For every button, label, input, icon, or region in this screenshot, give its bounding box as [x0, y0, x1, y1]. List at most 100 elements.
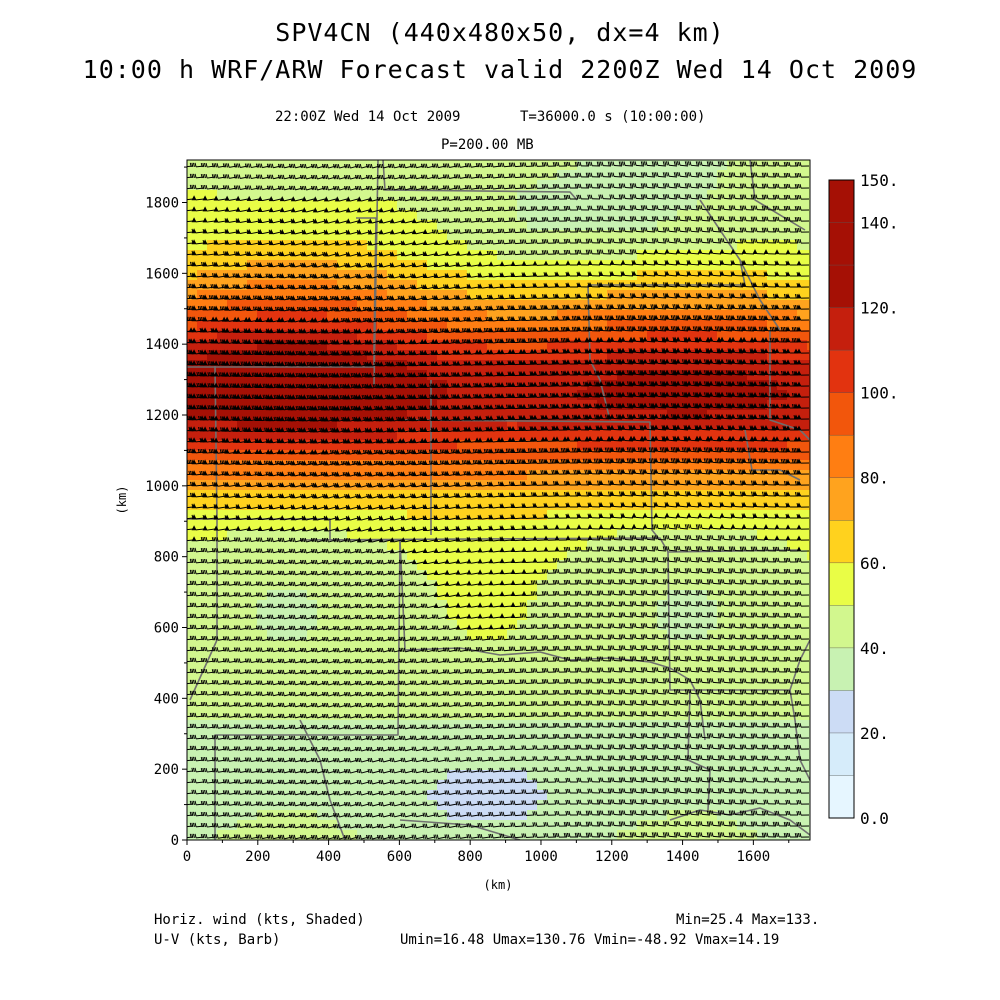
field-cell — [187, 740, 198, 751]
field-cell — [797, 530, 808, 541]
field-cell — [367, 360, 378, 371]
field-cell — [707, 660, 718, 671]
field-cell — [527, 180, 538, 191]
field-cell — [667, 310, 678, 321]
field-cell — [407, 630, 418, 641]
field-cell — [807, 720, 810, 731]
field-cell — [397, 310, 408, 321]
field-cell — [267, 530, 278, 541]
field-cell — [567, 460, 578, 471]
field-cell — [717, 540, 728, 551]
field-cell — [447, 830, 458, 840]
field-cell — [537, 680, 548, 691]
field-cell — [447, 570, 458, 581]
field-cell — [427, 670, 438, 681]
field-cell — [597, 660, 608, 671]
field-cell — [797, 320, 808, 331]
field-cell — [657, 770, 668, 781]
field-cell — [807, 610, 810, 621]
field-cell — [747, 680, 758, 691]
field-cell — [417, 540, 428, 551]
field-cell — [457, 320, 468, 331]
field-cell — [477, 340, 488, 351]
field-cell — [187, 560, 198, 571]
field-cell — [547, 770, 558, 781]
field-cell — [407, 410, 418, 421]
field-cell — [367, 310, 378, 321]
field-cell — [517, 470, 528, 481]
field-cell — [487, 790, 498, 801]
field-cell — [347, 400, 358, 411]
field-cell — [267, 690, 278, 701]
field-cell — [387, 460, 398, 471]
field-cell — [637, 330, 648, 341]
field-cell — [447, 610, 458, 621]
field-cell — [377, 680, 388, 691]
field-cell — [667, 790, 678, 801]
field-cell — [777, 320, 788, 331]
field-cell — [347, 270, 358, 281]
field-cell — [487, 450, 498, 461]
field-cell — [307, 530, 318, 541]
field-cell — [307, 720, 318, 731]
field-cell — [597, 600, 608, 611]
field-cell — [767, 420, 778, 431]
field-cell — [667, 810, 678, 821]
field-cell — [307, 830, 318, 840]
field-cell — [507, 790, 518, 801]
field-cell — [257, 820, 268, 831]
field-cell — [217, 340, 228, 351]
field-cell — [507, 290, 518, 301]
field-cell — [727, 580, 738, 591]
field-cell — [797, 390, 808, 401]
field-cell — [537, 280, 548, 291]
field-cell — [807, 250, 810, 261]
field-cell — [437, 600, 448, 611]
field-cell — [687, 500, 698, 511]
field-cell — [597, 200, 608, 211]
field-cell — [327, 410, 338, 421]
field-cell — [447, 340, 458, 351]
field-cell — [777, 500, 788, 511]
field-cell — [467, 510, 478, 521]
field-cell — [567, 580, 578, 591]
field-cell — [697, 790, 708, 801]
field-cell — [597, 410, 608, 421]
field-cell — [427, 160, 438, 171]
field-cell — [457, 770, 468, 781]
field-cell — [297, 220, 308, 231]
field-cell — [527, 470, 538, 481]
field-cell — [567, 520, 578, 531]
field-cell — [767, 820, 778, 831]
field-cell — [277, 610, 288, 621]
field-cell — [627, 450, 638, 461]
field-cell — [457, 350, 468, 361]
field-cell — [787, 280, 798, 291]
field-cell — [527, 540, 538, 551]
field-cell — [247, 350, 258, 361]
field-cell — [467, 540, 478, 551]
field-cell — [327, 400, 338, 411]
field-cell — [807, 500, 810, 511]
field-cell — [437, 680, 448, 691]
field-cell — [267, 420, 278, 431]
field-cell — [537, 490, 548, 501]
field-cell — [507, 190, 518, 201]
field-cell — [537, 500, 548, 511]
field-cell — [427, 680, 438, 691]
field-cell — [377, 810, 388, 821]
field-cell — [537, 360, 548, 371]
field-cell — [657, 250, 668, 261]
field-cell — [337, 770, 348, 781]
field-cell — [357, 260, 368, 271]
field-cell — [487, 410, 498, 421]
field-cell — [227, 480, 238, 491]
field-cell — [507, 410, 518, 421]
field-cell — [767, 340, 778, 351]
field-cell — [467, 570, 478, 581]
field-cell — [617, 810, 628, 821]
field-cell — [687, 180, 698, 191]
field-cell — [377, 760, 388, 771]
field-cell — [317, 490, 328, 501]
field-cell — [547, 180, 558, 191]
